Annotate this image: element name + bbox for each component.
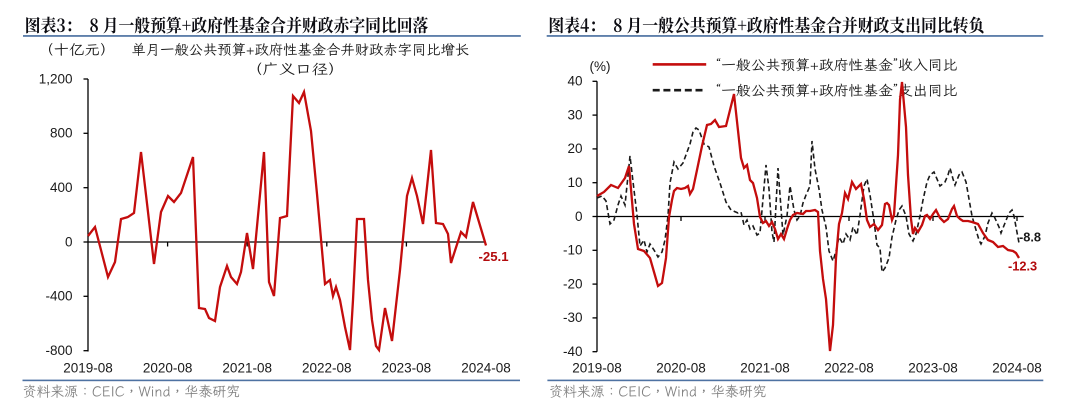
svg-text:1,200: 1,200 [39, 71, 73, 86]
svg-text:800: 800 [50, 126, 73, 141]
svg-text:2024-08: 2024-08 [992, 361, 1042, 376]
svg-text:20: 20 [567, 141, 582, 156]
svg-text:(%): (%) [590, 59, 611, 74]
svg-text:2021-08: 2021-08 [740, 361, 790, 376]
svg-text:30: 30 [567, 107, 582, 122]
svg-text:-8.8: -8.8 [1019, 230, 1041, 245]
svg-text:2020-08: 2020-08 [143, 361, 193, 376]
svg-text:2019-08: 2019-08 [63, 361, 113, 376]
svg-text:-40: -40 [563, 344, 583, 359]
svg-text:-25.1: -25.1 [479, 249, 509, 264]
svg-text:-30: -30 [563, 310, 583, 325]
svg-text:2022-08: 2022-08 [824, 361, 874, 376]
svg-text:2021-08: 2021-08 [222, 361, 272, 376]
svg-text:-400: -400 [45, 289, 72, 304]
svg-text:-10: -10 [563, 243, 583, 258]
svg-text:40: 40 [567, 74, 582, 89]
svg-text:2024-08: 2024-08 [461, 361, 511, 376]
svg-text:0: 0 [575, 209, 583, 224]
svg-text:2023-08: 2023-08 [908, 361, 958, 376]
svg-text:-20: -20 [563, 276, 583, 291]
svg-text:0: 0 [65, 234, 73, 249]
svg-text:2019-08: 2019-08 [572, 361, 622, 376]
svg-text:2020-08: 2020-08 [656, 361, 706, 376]
svg-text:2023-08: 2023-08 [382, 361, 432, 376]
svg-text:-800: -800 [45, 343, 72, 358]
svg-text:2022-08: 2022-08 [302, 361, 352, 376]
svg-text:400: 400 [50, 180, 73, 195]
svg-text:10: 10 [567, 175, 582, 190]
svg-text:-12.3: -12.3 [1008, 259, 1037, 274]
